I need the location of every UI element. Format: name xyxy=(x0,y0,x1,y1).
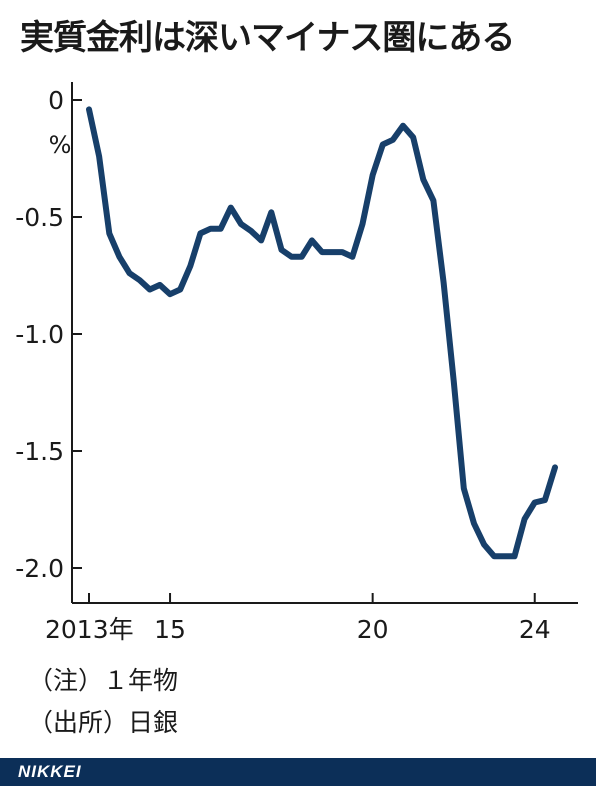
source-text: （出所）日銀 xyxy=(28,708,179,737)
series-line xyxy=(86,106,558,560)
data-points xyxy=(88,109,556,557)
y-tick-label: -1.0 xyxy=(15,320,64,349)
y-tick-label: 0 xyxy=(48,86,64,115)
x-axis-ticks: 2013年 15 20 24 xyxy=(45,593,551,644)
line-chart: 0 -0.5 -1.0 -1.5 -2.0 2013年 15 20 24 % xyxy=(15,82,578,644)
y-tick-label: -0.5 xyxy=(15,203,64,232)
nikkei-logo: NIKKEI xyxy=(18,762,82,781)
x-tick-label: 24 xyxy=(519,615,551,644)
notes: （注）１年物 （出所）日銀 xyxy=(28,660,178,744)
x-tick-label: 20 xyxy=(357,615,389,644)
chart-area: 0 -0.5 -1.0 -1.5 -2.0 2013年 15 20 24 % xyxy=(0,70,596,650)
footer-bar: NIKKEI xyxy=(0,758,596,786)
y-axis-ticks: 0 -0.5 -1.0 -1.5 -2.0 xyxy=(15,86,82,583)
note-text: （注）１年物 xyxy=(28,666,179,695)
y-tick-label: -1.5 xyxy=(15,437,64,466)
x-tick-label: 2013年 xyxy=(45,615,134,644)
y-unit-label: % xyxy=(49,131,72,159)
chart-title: 実質金利は深いマイナス圏にある xyxy=(20,18,515,58)
axes xyxy=(71,82,578,604)
y-tick-label: -2.0 xyxy=(15,554,64,583)
x-tick-label: 15 xyxy=(154,615,186,644)
